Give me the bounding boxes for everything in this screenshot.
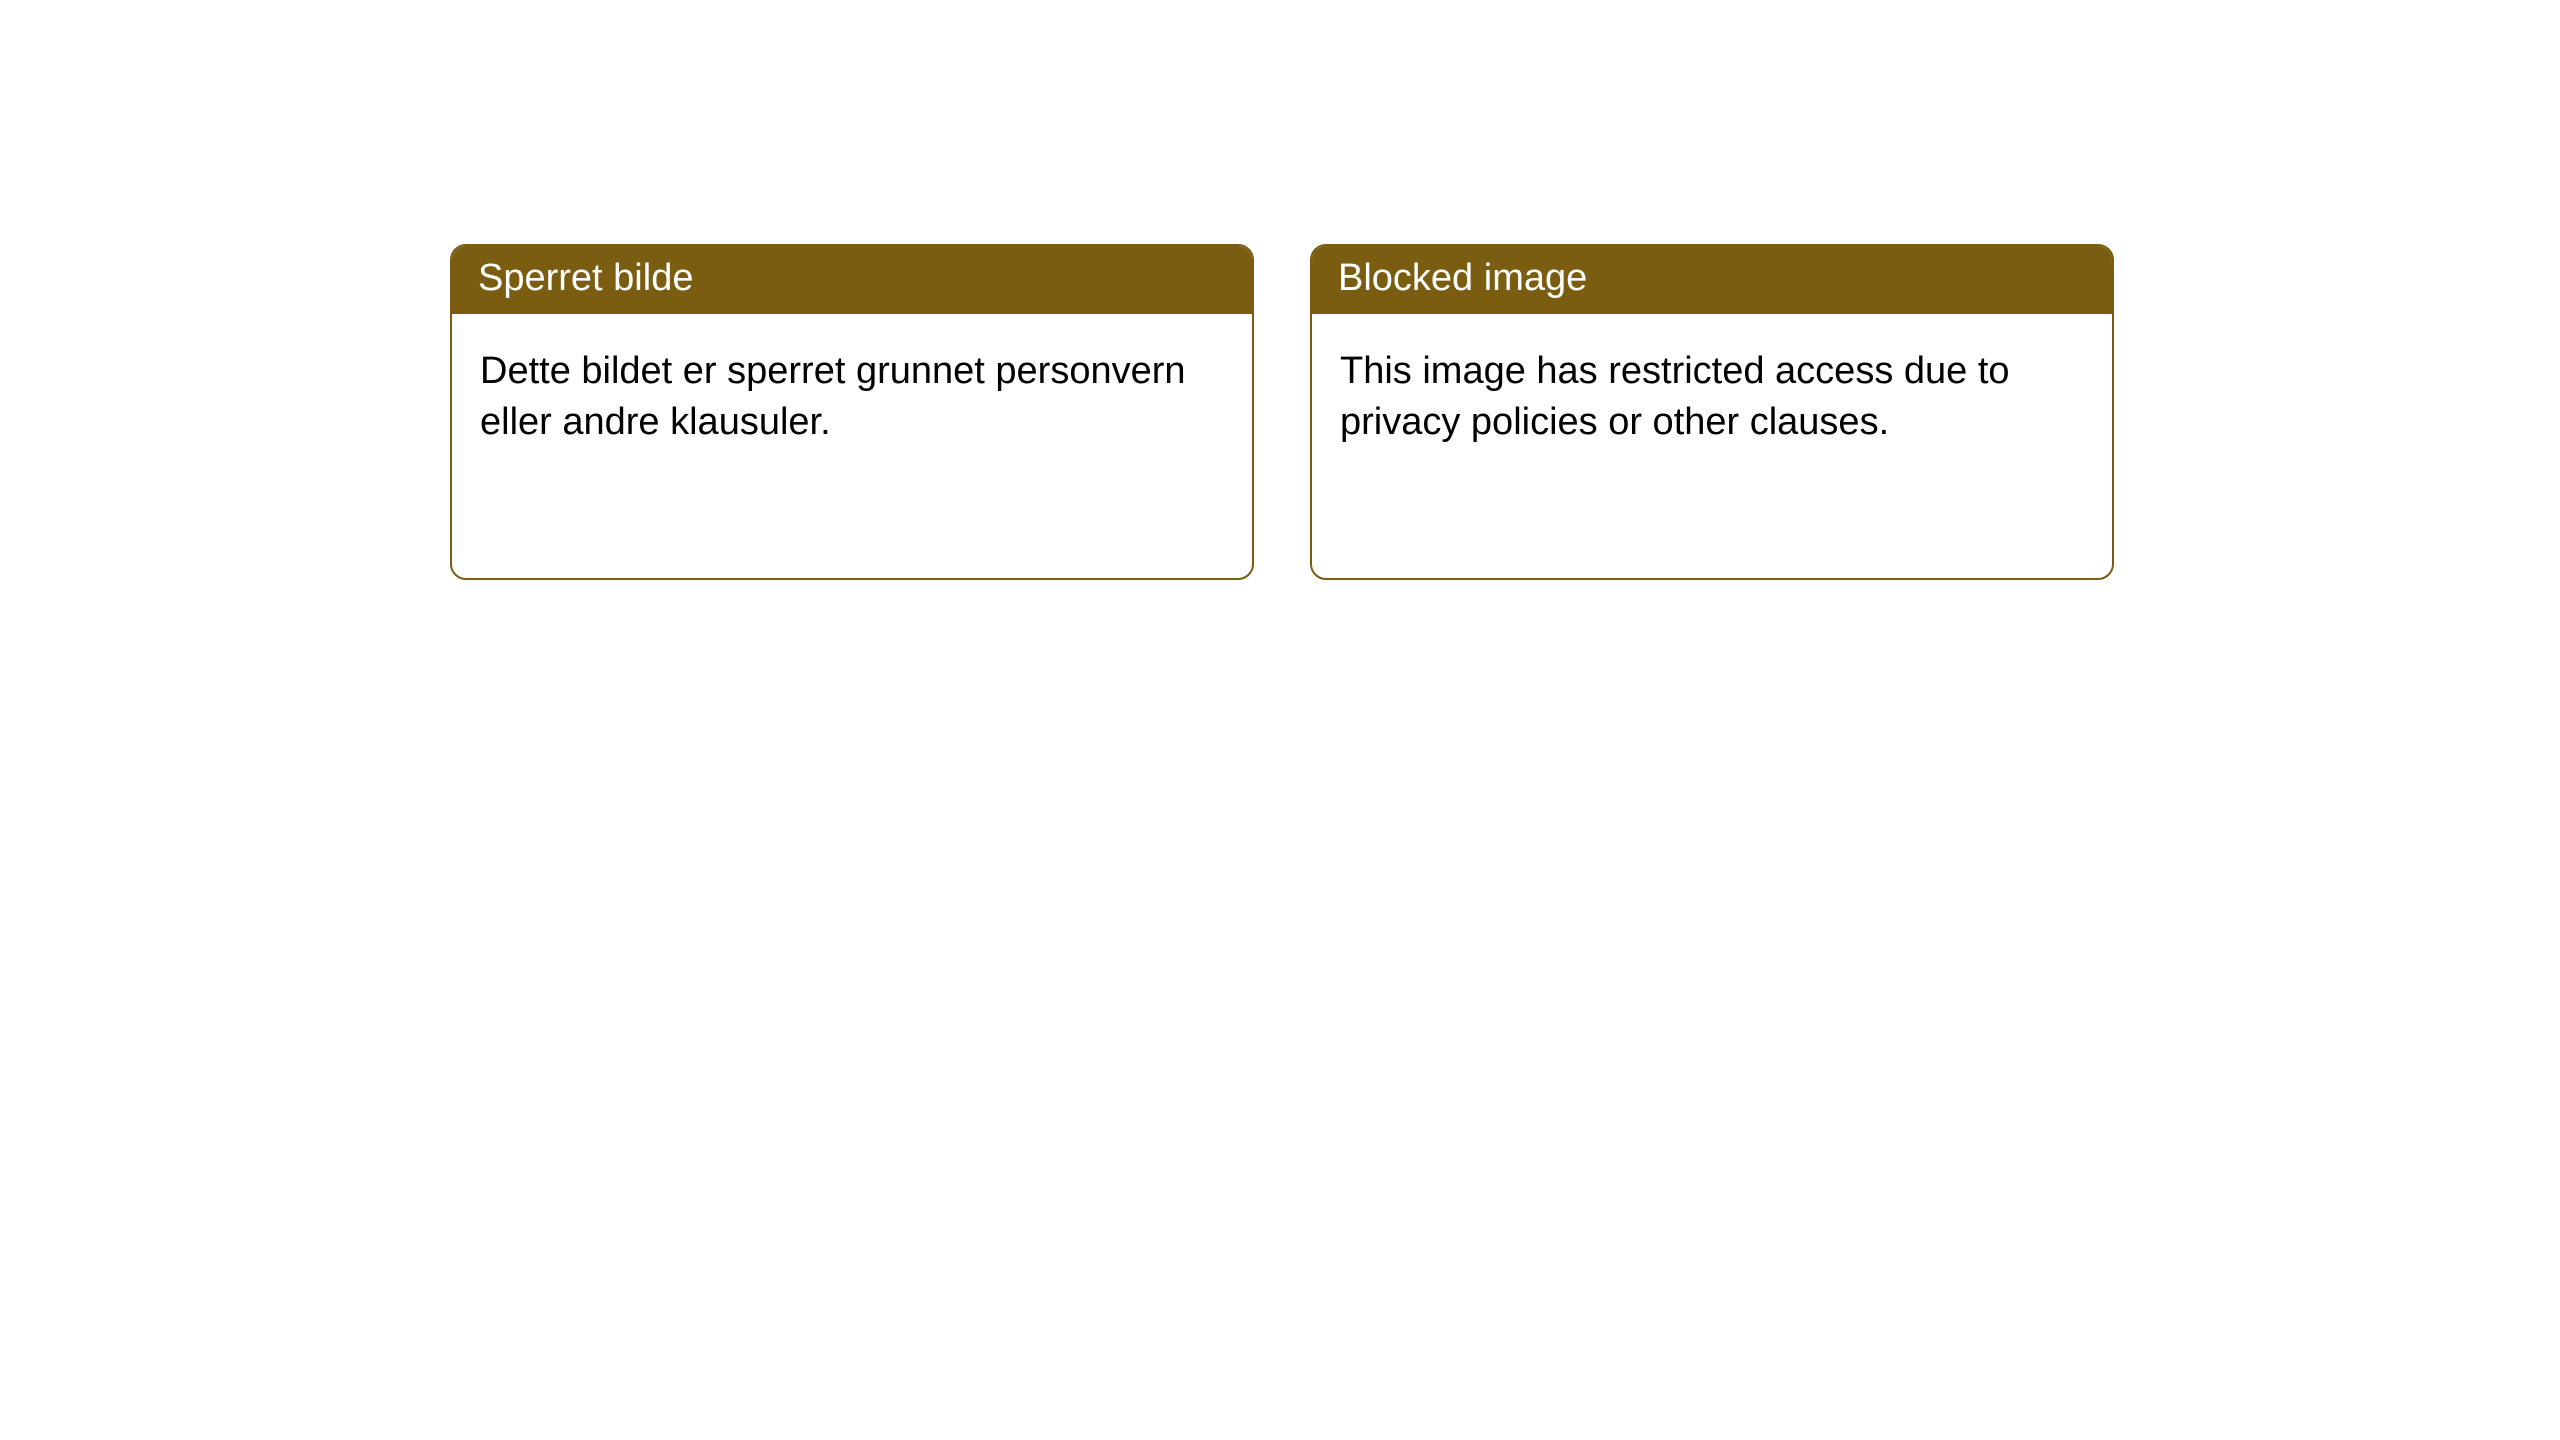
cards-container: Sperret bilde Dette bildet er sperret gr… <box>450 244 2114 580</box>
blocked-image-card-no: Sperret bilde Dette bildet er sperret gr… <box>450 244 1254 580</box>
card-header-no: Sperret bilde <box>452 246 1252 314</box>
card-header-en: Blocked image <box>1312 246 2112 314</box>
card-body-no: Dette bildet er sperret grunnet personve… <box>452 314 1252 481</box>
card-body-en: This image has restricted access due to … <box>1312 314 2112 481</box>
blocked-image-card-en: Blocked image This image has restricted … <box>1310 244 2114 580</box>
